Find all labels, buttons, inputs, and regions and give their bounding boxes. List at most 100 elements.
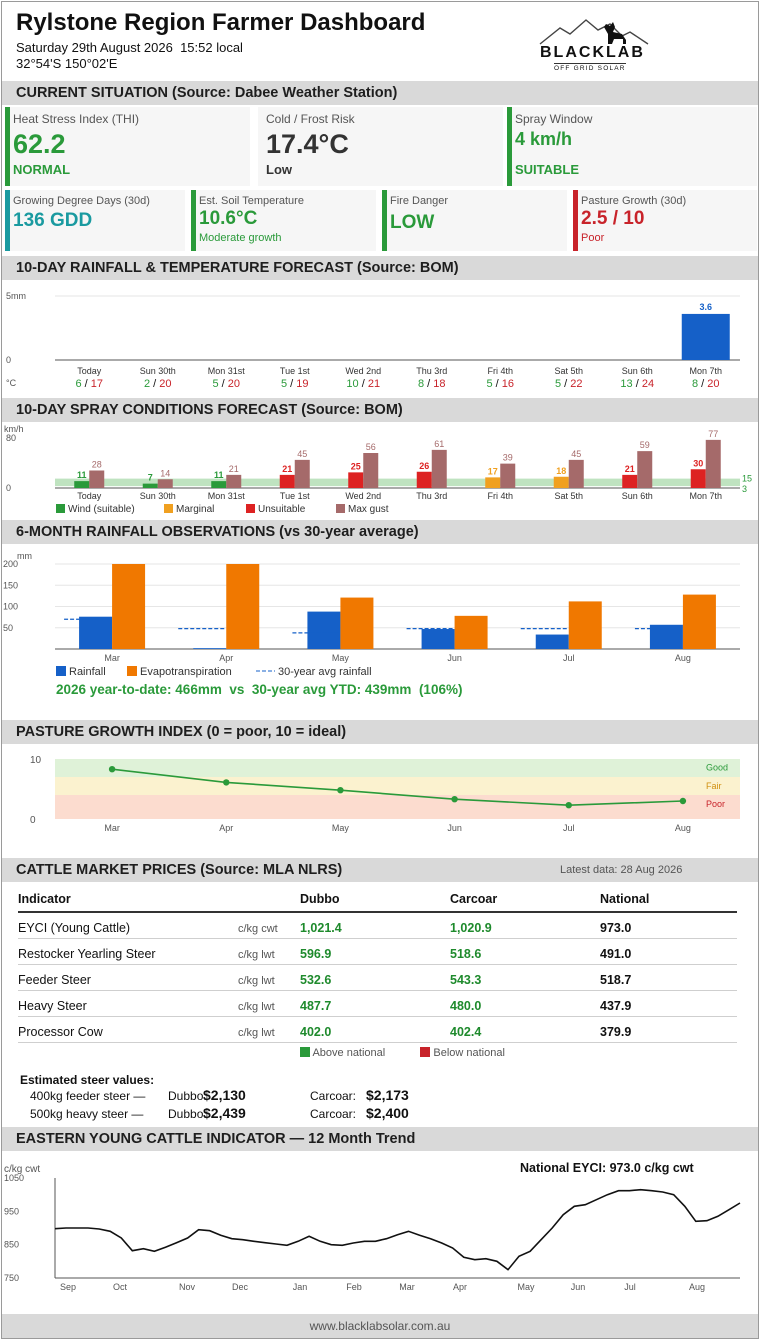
legend-label: 30-year avg rainfall: [278, 666, 372, 678]
wind-bar: [211, 481, 227, 488]
card-soil-temperature: Est. Soil Temperature 10.6°C Moderate gr…: [191, 190, 376, 251]
estimated-steer-heading: Estimated steer values:: [20, 1073, 155, 1087]
legend-swatch: [56, 504, 65, 513]
gust-bar: [363, 453, 379, 488]
band-poor-label: Poor: [706, 799, 725, 809]
soil-temp-value: 10.6°C: [199, 208, 258, 229]
section-rainfall-observations: 6-MONTH RAINFALL OBSERVATIONS (vs 30-yea…: [2, 520, 758, 544]
frost-risk-value: 17.4°C: [266, 129, 349, 159]
gust-bar: [637, 451, 653, 488]
cell-national: 518.7: [600, 964, 737, 991]
rainfall-bar: [79, 616, 113, 649]
legend-label: Unsuitable: [258, 504, 306, 515]
month-label: Jul: [624, 1282, 636, 1292]
gust-bar: [568, 459, 584, 488]
logo-text: BLACKLAB: [540, 44, 645, 61]
month-label: Jul: [563, 823, 575, 833]
y-tick-label: 50: [3, 623, 13, 633]
rainfall-bar: [307, 611, 341, 649]
rainfall-forecast-chart: 5mm 0 °C Today 6 / 17 Sun 30th 2 / 20 Mon 31st 5…: [6, 291, 740, 390]
month-label: Jun: [447, 653, 462, 663]
month-label: Oct: [113, 1282, 128, 1292]
temp-min-max: 5 / 19: [281, 378, 309, 390]
col-national: National: [600, 886, 737, 913]
y-tick-label: 850: [4, 1240, 19, 1250]
gdd-value: 136 GDD: [13, 210, 93, 231]
wind-label: 21: [625, 464, 635, 474]
day-label: Wed 2nd: [345, 491, 381, 501]
month-label: Apr: [219, 653, 233, 663]
day-label: Mon 7th: [689, 491, 722, 501]
band-good: [55, 759, 740, 777]
pasture-line: [111, 768, 683, 807]
month-label: Mar: [399, 1282, 415, 1292]
legend-label: Rainfall: [69, 666, 106, 678]
wind-bar: [74, 481, 90, 488]
temp-min-max: 8 / 18: [418, 378, 446, 390]
temp-min-max: 5 / 22: [555, 378, 583, 390]
cell-dubbo: 487.7: [300, 990, 450, 1017]
blacklab-logo[interactable]: BLACKLAB OFF GRID SOLAR: [538, 10, 650, 72]
month-label: Dec: [232, 1282, 249, 1292]
cell-carcoar: 402.4: [450, 1016, 600, 1043]
footer: [2, 1314, 758, 1338]
cell-dubbo: 532.6: [300, 964, 450, 991]
pasture-point: [451, 796, 458, 803]
gust-label: 45: [571, 449, 581, 459]
fire-danger-value: LOW: [390, 212, 435, 233]
card-frost-risk: Cold / Frost Risk 17.4°C Low: [258, 107, 503, 186]
day-label: Tue 1st: [280, 491, 310, 501]
cattle-prices-table: Indicator Dubbo Carcoar National EYCI (Y…: [18, 886, 737, 1043]
section-cattle-prices: CATTLE MARKET PRICES (Source: MLA NLRS) …: [2, 858, 758, 882]
above-national-label: Above national: [312, 1047, 386, 1059]
y-tick-label: 0: [30, 815, 36, 826]
spray-forecast-chart: km/h80 0 153 11 28 Today 7 14 Sun 30th 11 21 Mon 31…: [4, 424, 752, 515]
y-tick-label: 1050: [4, 1173, 24, 1183]
frost-risk-status: Low: [266, 162, 292, 177]
gust-label: 39: [503, 453, 513, 463]
evapotranspiration-bar: [568, 601, 602, 649]
spray-window-value: 4 km/h: [515, 129, 573, 149]
eyci-national-label: National EYCI: 973.0 c/kg cwt: [520, 1161, 695, 1175]
est-carcoar: $2,400: [366, 1105, 409, 1121]
y-tick-label: 100: [3, 602, 18, 612]
pasture-point: [337, 787, 344, 794]
y-unit-label: km/h: [4, 424, 24, 434]
month-label: Apr: [219, 823, 233, 833]
rain-bar: [681, 313, 730, 360]
band-high-label: 15: [742, 474, 752, 484]
cell-national: 973.0: [600, 912, 737, 939]
rainfall-ytd-summary: 2026 year-to-date: 466mm vs 30-year avg …: [56, 682, 463, 697]
wind-bar: [279, 474, 295, 488]
col-dubbo: Dubbo: [300, 886, 450, 913]
est-dubbo: $2,439: [203, 1105, 246, 1121]
cell-national: 437.9: [600, 990, 737, 1017]
legend-swatch: [164, 504, 173, 513]
footer-url[interactable]: www.blacklabsolar.com.au: [309, 1319, 451, 1333]
gust-bar: [294, 459, 310, 488]
month-label: Apr: [453, 1282, 467, 1292]
evapotranspiration-bar: [340, 597, 374, 649]
legend-label: Marginal: [176, 504, 214, 515]
wind-label: 7: [148, 473, 153, 483]
month-label: Mar: [104, 823, 120, 833]
evapotranspiration-bar: [226, 564, 260, 649]
gust-label: 56: [366, 442, 376, 452]
month-label: Mar: [104, 653, 120, 663]
cell-unit: c/kg lwt: [238, 938, 300, 965]
month-label: Sep: [60, 1282, 76, 1292]
cell-unit: c/kg lwt: [238, 1016, 300, 1043]
pasture-point: [108, 766, 116, 773]
spray-window-status: SUITABLE: [515, 162, 580, 177]
day-label: Today: [77, 366, 102, 376]
wind-bar: [142, 483, 158, 488]
day-label: Wed 2nd: [345, 366, 381, 376]
pasture-point: [679, 797, 687, 805]
est-dubbo: $2,130: [203, 1087, 246, 1103]
gust-bar: [157, 479, 173, 488]
cell-name: Heavy Steer: [18, 990, 238, 1017]
day-label: Today: [77, 491, 102, 501]
table-row: Restocker Yearling Steer c/kg lwt 596.9 518…: [18, 938, 737, 965]
y-tick-label: 200: [3, 559, 18, 569]
evapotranspiration-bar: [454, 615, 488, 649]
